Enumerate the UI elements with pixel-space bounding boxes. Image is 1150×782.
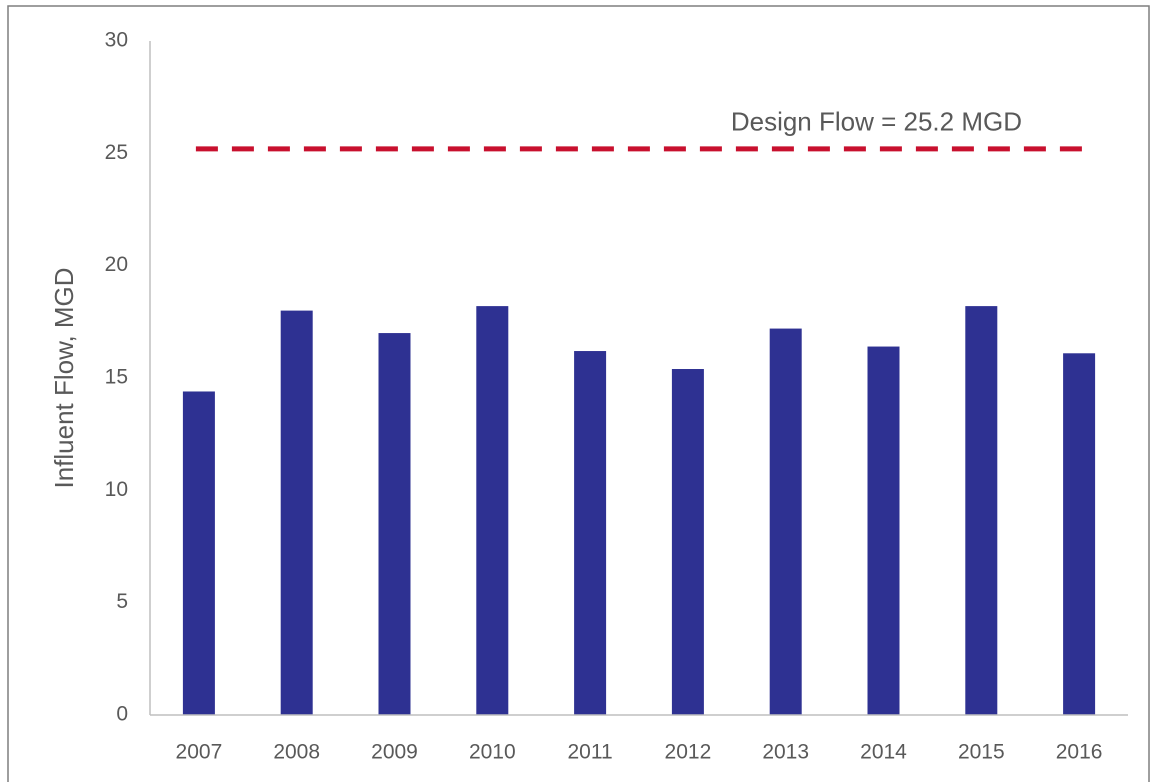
x-tick-label: 2008 <box>273 741 320 764</box>
bar <box>671 369 704 715</box>
bar <box>182 391 215 715</box>
x-tick-label: 2012 <box>665 741 712 764</box>
bar <box>1063 353 1096 715</box>
y-tick-label: 25 <box>105 141 128 164</box>
x-tick-label: 2013 <box>762 741 809 764</box>
bar <box>867 346 900 715</box>
bar <box>378 333 411 715</box>
x-tick-label: 2014 <box>860 741 907 764</box>
y-tick-label: 10 <box>105 478 128 501</box>
y-tick-label: 0 <box>116 703 128 726</box>
x-tick-label: 2011 <box>568 741 613 764</box>
x-tick-label: 2007 <box>176 741 223 764</box>
x-tick-label: 2009 <box>371 741 418 764</box>
bar <box>476 306 509 715</box>
x-tick-label: 2010 <box>469 741 516 764</box>
x-tick-label: 2016 <box>1056 741 1103 764</box>
x-tick-label: 2015 <box>958 741 1005 764</box>
frame <box>7 5 1150 782</box>
y-tick-label: 5 <box>116 590 128 613</box>
bar <box>574 351 607 715</box>
y-axis-label: Influent Flow, MGD <box>49 267 79 488</box>
y-tick-label: 20 <box>105 253 128 276</box>
y-tick-label: 15 <box>105 366 128 389</box>
bar <box>769 328 802 715</box>
bar <box>280 310 313 715</box>
reference-label: Design Flow = 25.2 MGD <box>731 107 1022 137</box>
y-tick-label: 30 <box>105 29 128 52</box>
bar <box>965 306 998 715</box>
